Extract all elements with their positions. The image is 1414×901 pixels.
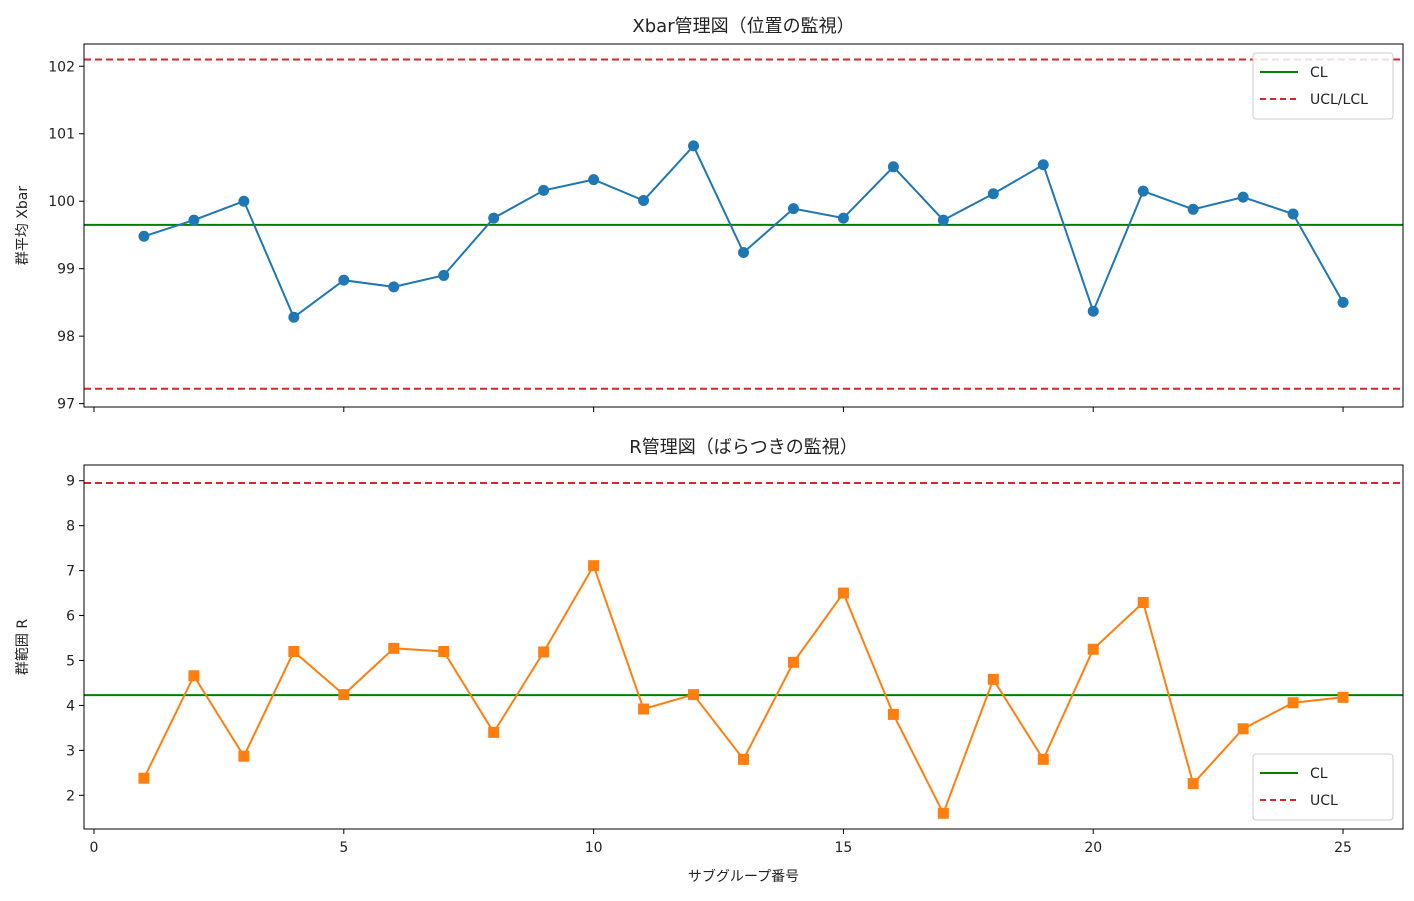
data-point	[288, 645, 300, 657]
data-point	[488, 726, 500, 738]
data-point	[1337, 296, 1349, 308]
data-point	[1137, 597, 1149, 609]
data-point	[1237, 191, 1249, 203]
data-point	[1087, 305, 1099, 317]
data-point	[738, 753, 749, 765]
x-tick-label: 20	[1084, 840, 1102, 856]
y-tick-label: 2	[66, 788, 75, 804]
x-axis-label: サブグループ番号	[688, 868, 799, 885]
data-point	[787, 656, 799, 668]
y-tick-label: 4	[66, 698, 75, 714]
x-tick-label: 0	[90, 840, 99, 856]
legend: CL UCL/LCL	[1252, 52, 1394, 120]
y-tick-label: 98	[57, 329, 75, 345]
legend-label: CL	[1310, 766, 1328, 782]
legend-label: UCL	[1310, 793, 1338, 809]
x-tick-label: 15	[835, 840, 853, 856]
y-tick-label: 97	[57, 397, 75, 413]
y-tick-label: 102	[48, 59, 75, 75]
y-tick-label: 3	[66, 743, 75, 759]
data-point	[588, 174, 600, 186]
legend-label: CL	[1310, 65, 1328, 81]
y-tick-label: 8	[66, 519, 75, 535]
data-point	[987, 188, 999, 200]
data-point	[1137, 185, 1149, 197]
data-point	[937, 807, 949, 819]
data-point	[338, 689, 350, 701]
data-point	[388, 642, 400, 654]
data-point	[538, 184, 550, 196]
data-point	[837, 587, 849, 599]
data-point	[887, 708, 899, 720]
data-point	[887, 161, 899, 173]
chart-title: Xbar管理図（位置の監視）	[632, 16, 854, 37]
legend-box	[1252, 753, 1394, 821]
y-tick-label: 9	[66, 474, 75, 490]
data-point	[688, 689, 700, 701]
y-axis-label: 群平均 Xbar	[15, 186, 31, 266]
data-point	[138, 230, 150, 242]
y-tick-label: 6	[66, 609, 75, 625]
data-point	[1187, 203, 1199, 215]
x-tick-label: 25	[1334, 840, 1352, 856]
data-point	[438, 269, 450, 281]
data-point	[1187, 778, 1199, 790]
y-tick-label: 5	[66, 653, 75, 669]
data-point	[1037, 753, 1049, 765]
y-axis-label: 群範囲 R	[14, 619, 31, 675]
data-point	[238, 750, 250, 762]
x-tick-label: 10	[585, 840, 603, 856]
legend-label: UCL/LCL	[1310, 92, 1368, 108]
data-point	[588, 560, 600, 572]
legend-box	[1252, 52, 1394, 120]
data-point	[388, 281, 400, 293]
data-point	[1337, 691, 1349, 703]
chart-panel-2: R管理図（ばらつきの監視） 群範囲 R サブグループ番号 2 3 4 5 6 7 8 9 0 5 10 15…	[14, 437, 1404, 885]
y-tick-label: 100	[48, 194, 75, 210]
data-point	[438, 645, 450, 657]
data-point	[1287, 697, 1299, 709]
data-point	[1037, 159, 1049, 171]
data-point	[688, 140, 700, 152]
data-point	[338, 274, 350, 286]
data-point	[738, 246, 749, 258]
y-tick-label: 7	[66, 564, 75, 580]
y-tick-label: 101	[48, 127, 75, 143]
data-point	[837, 212, 849, 224]
data-point	[238, 195, 250, 207]
legend: CL UCL	[1252, 753, 1394, 821]
data-point	[1287, 208, 1299, 220]
data-point	[138, 772, 150, 784]
data-point	[787, 203, 799, 215]
data-point	[188, 670, 200, 682]
axes-frame	[83, 43, 1404, 408]
data-point	[188, 214, 200, 226]
data-point	[538, 646, 550, 658]
data-point	[1237, 723, 1249, 735]
chart-panel-1: Xbar管理図（位置の監視） 群平均 Xbar 97 98 99 100 101 102 CL U…	[15, 16, 1404, 413]
data-point	[1087, 643, 1099, 655]
axes-frame	[83, 464, 1404, 830]
data-point	[937, 214, 949, 226]
data-point	[288, 311, 300, 323]
y-tick-label: 99	[57, 262, 75, 278]
data-point	[638, 703, 650, 715]
data-point	[987, 673, 999, 685]
x-tick-label: 5	[339, 840, 348, 856]
data-point	[638, 195, 650, 207]
chart-title: R管理図（ばらつきの監視）	[629, 437, 858, 458]
data-point	[488, 212, 500, 224]
